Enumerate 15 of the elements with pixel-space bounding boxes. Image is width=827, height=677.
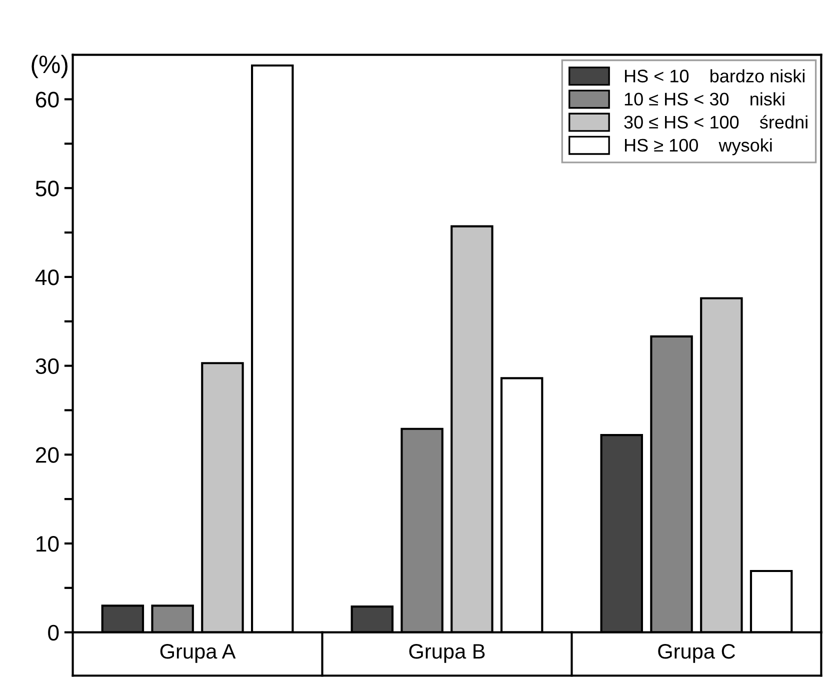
x-tick-label: Grupa A <box>160 644 236 663</box>
y-tick-label: 50 <box>36 180 59 196</box>
legend-label: HS < 10 bardzo niski <box>625 69 804 82</box>
y-tick-label: 0 <box>48 624 59 641</box>
y-tick-label: 40 <box>35 269 59 286</box>
y-tick-label: 30 <box>36 358 59 374</box>
x-tick-label: Grupa B <box>409 644 485 663</box>
y-tick-label: 10 <box>36 536 59 552</box>
y-tick-label: 20 <box>36 447 59 463</box>
legend-label: 10 ≤ HS < 30 niski <box>624 92 784 106</box>
y-axis-title: (%) <box>32 54 68 78</box>
legend-label: 30 ≤ HS < 100 średni <box>624 115 808 129</box>
y-tick-label: 60 <box>36 92 59 108</box>
x-tick-label: Grupa C <box>658 644 736 663</box>
legend-label: HS ≥ 100 wysoki <box>625 138 772 156</box>
